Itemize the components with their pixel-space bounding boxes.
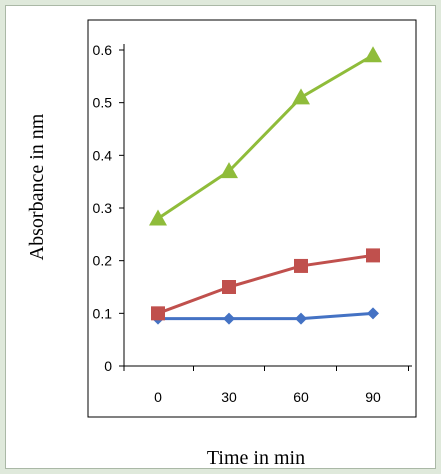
series-1-point-1 xyxy=(222,280,236,294)
y-axis-title: Absorbance in nm xyxy=(26,113,48,260)
series-1-point-2 xyxy=(294,258,308,273)
series-2-point-2 xyxy=(292,88,310,105)
x-tick-label-60: 60 xyxy=(293,389,309,405)
series-0-point-2 xyxy=(295,312,307,325)
series-0-point-3 xyxy=(367,307,379,320)
y-tick-label-0: 0 xyxy=(104,358,112,374)
series-1-line xyxy=(157,253,374,315)
series-layer xyxy=(149,46,382,325)
y-tick-label-0.4: 0.4 xyxy=(93,147,113,163)
x-axis-title: Time in min xyxy=(207,447,305,468)
y-tick-label-0.3: 0.3 xyxy=(93,200,113,216)
y-tick-label-0.6: 0.6 xyxy=(93,42,113,58)
y-tick-label-0.2: 0.2 xyxy=(93,253,113,269)
y-tick-label-0.1: 0.1 xyxy=(93,305,113,321)
axes: 0 0.1 0.2 0.3 0.4 0.5 0.6 0 30 60 90 xyxy=(93,42,412,405)
y-tick-label-0.5: 0.5 xyxy=(93,95,113,111)
series-2-point-3 xyxy=(364,46,382,63)
figure-frame: 0 0.1 0.2 0.3 0.4 0.5 0.6 0 30 60 90 Time in min A… xyxy=(5,5,436,469)
series-1-point-3 xyxy=(366,248,380,263)
x-tick-label-30: 30 xyxy=(221,389,237,405)
x-tick-label-0: 0 xyxy=(154,389,162,405)
series-0-point-1 xyxy=(223,312,235,325)
series-1-point-0 xyxy=(151,306,165,321)
series-2-point-1 xyxy=(220,162,238,179)
series-2-point-0 xyxy=(149,209,167,226)
plot-area-border xyxy=(87,19,417,418)
absorbance-line-chart: 0 0.1 0.2 0.3 0.4 0.5 0.6 0 30 60 90 Time in min A… xyxy=(26,19,417,468)
x-tick-label-90: 90 xyxy=(365,389,381,405)
series-0-line xyxy=(158,311,374,321)
series-2-line xyxy=(157,53,374,220)
